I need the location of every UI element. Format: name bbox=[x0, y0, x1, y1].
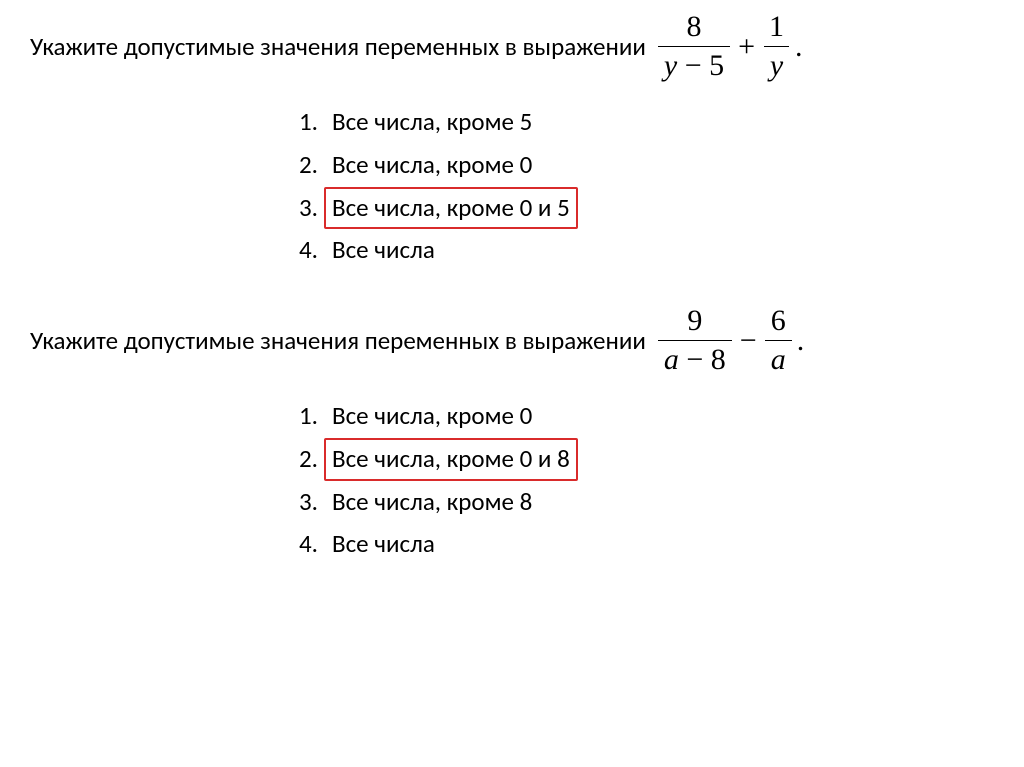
fraction-1a-den: y − 5 bbox=[658, 46, 730, 81]
question-1-formula: 8 y − 5 + 1 y . bbox=[656, 12, 803, 81]
option-2-3: 3. Все числа, кроме 8 bbox=[290, 481, 994, 524]
option-2-3-text: Все числа, кроме 8 bbox=[324, 481, 540, 524]
question-2-options: 1. Все числа, кроме 0 2. Все числа, кром… bbox=[290, 395, 994, 566]
question-2-formula: 9 a − 8 − 6 a . bbox=[656, 306, 804, 375]
fraction-2a: 9 a − 8 bbox=[658, 306, 732, 375]
question-1-prompt: Укажите допустимые значения переменных в… bbox=[30, 31, 646, 62]
fraction-2b-num: 6 bbox=[765, 306, 792, 340]
option-2-2-text: Все числа, кроме 0 и 8 bbox=[324, 438, 578, 481]
fraction-1b-den: y bbox=[764, 46, 789, 81]
option-1-3-num: 3. bbox=[290, 189, 318, 228]
option-1-3-text: Все числа, кроме 0 и 5 bbox=[324, 187, 578, 230]
fraction-1a-den-op: − bbox=[685, 49, 702, 82]
option-1-1-text: Все числа, кроме 5 bbox=[324, 101, 540, 144]
option-2-4-text: Все числа bbox=[324, 523, 443, 566]
fraction-1a: 8 y − 5 bbox=[658, 12, 730, 81]
formula-1-op: + bbox=[732, 32, 761, 62]
option-2-4-num: 4. bbox=[290, 525, 318, 564]
option-2-4: 4. Все числа bbox=[290, 523, 994, 566]
fraction-2a-den-op: − bbox=[686, 343, 703, 376]
fraction-1b-num: 1 bbox=[763, 12, 790, 46]
formula-1-period: . bbox=[795, 32, 803, 62]
option-2-3-num: 3. bbox=[290, 483, 318, 522]
option-1-1-num: 1. bbox=[290, 103, 318, 142]
fraction-2b: 6 a bbox=[765, 306, 792, 375]
option-2-2: 2. Все числа, кроме 0 и 8 bbox=[290, 438, 994, 481]
fraction-2a-num: 9 bbox=[681, 306, 708, 340]
question-2-prompt-row: Укажите допустимые значения переменных в… bbox=[30, 306, 994, 375]
formula-2-op: − bbox=[734, 326, 763, 356]
fraction-1a-den-var: y bbox=[664, 49, 677, 82]
question-1-prompt-row: Укажите допустимые значения переменных в… bbox=[30, 12, 994, 81]
fraction-2a-den: a − 8 bbox=[658, 340, 732, 375]
question-2-prompt: Укажите допустимые значения переменных в… bbox=[30, 325, 646, 356]
formula-2-period: . bbox=[797, 326, 805, 356]
option-1-4-text: Все числа bbox=[324, 229, 443, 272]
option-1-3: 3. Все числа, кроме 0 и 5 bbox=[290, 187, 994, 230]
option-1-1: 1. Все числа, кроме 5 bbox=[290, 101, 994, 144]
fraction-1b: 1 y bbox=[763, 12, 790, 81]
page: Укажите допустимые значения переменных в… bbox=[0, 0, 1024, 566]
option-2-1-text: Все числа, кроме 0 bbox=[324, 395, 540, 438]
fraction-2a-den-const: 8 bbox=[711, 343, 726, 376]
option-2-2-num: 2. bbox=[290, 440, 318, 479]
option-1-2-num: 2. bbox=[290, 146, 318, 185]
option-1-4: 4. Все числа bbox=[290, 229, 994, 272]
option-1-4-num: 4. bbox=[290, 231, 318, 270]
question-1-options: 1. Все числа, кроме 5 2. Все числа, кром… bbox=[290, 101, 994, 272]
fraction-1a-num: 8 bbox=[681, 12, 708, 46]
option-2-1-num: 1. bbox=[290, 397, 318, 436]
fraction-1a-den-const: 5 bbox=[709, 49, 724, 82]
question-1: Укажите допустимые значения переменных в… bbox=[30, 12, 994, 272]
question-2: Укажите допустимые значения переменных в… bbox=[30, 306, 994, 566]
option-1-2: 2. Все числа, кроме 0 bbox=[290, 144, 994, 187]
fraction-2b-den: a bbox=[765, 340, 792, 375]
option-2-1: 1. Все числа, кроме 0 bbox=[290, 395, 994, 438]
option-1-2-text: Все числа, кроме 0 bbox=[324, 144, 540, 187]
fraction-2a-den-var: a bbox=[664, 343, 679, 376]
